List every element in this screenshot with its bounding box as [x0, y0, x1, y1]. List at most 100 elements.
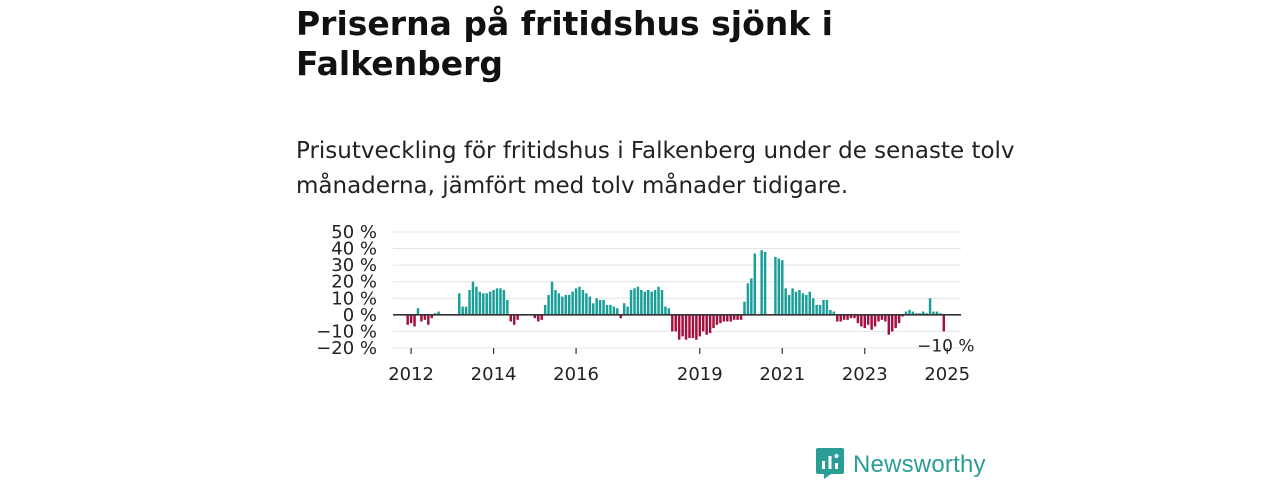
bar — [406, 314, 409, 325]
y-tick-label: 0 % — [343, 305, 377, 326]
bar — [653, 290, 657, 315]
bar — [554, 290, 557, 315]
bar — [506, 299, 509, 315]
bar — [636, 286, 640, 315]
bar — [722, 314, 726, 322]
bar — [811, 298, 815, 315]
bar — [540, 314, 543, 320]
bar — [849, 314, 853, 319]
bar — [760, 250, 763, 315]
bar — [908, 309, 911, 315]
bar — [609, 304, 612, 315]
y-tick-label: −10 % — [316, 321, 377, 342]
bar — [842, 314, 846, 320]
y-tick-label: 10 % — [331, 288, 377, 309]
bar — [836, 314, 839, 322]
bar — [650, 291, 653, 315]
bar — [701, 314, 705, 332]
bar — [891, 314, 894, 332]
y-tick-label: 30 % — [331, 255, 377, 276]
x-tick-label: 2021 — [759, 364, 805, 385]
bar — [942, 314, 946, 332]
y-tick-label: 20 % — [331, 272, 377, 293]
bar — [708, 314, 712, 334]
bar — [853, 314, 856, 319]
bar — [612, 306, 616, 315]
bar — [619, 314, 622, 319]
bar — [578, 286, 581, 315]
bar — [516, 314, 519, 320]
bar — [715, 314, 719, 325]
bar — [533, 314, 537, 319]
bar — [808, 291, 811, 315]
bar — [495, 288, 499, 315]
bar — [729, 314, 732, 322]
newsworthy-logo-icon — [815, 446, 845, 484]
bar — [574, 288, 578, 315]
bar — [622, 303, 626, 315]
bar — [726, 314, 729, 322]
bar — [430, 314, 433, 319]
bar — [794, 291, 798, 315]
bar — [488, 291, 492, 315]
y-tick-label: 50 % — [331, 222, 377, 243]
bar — [482, 293, 485, 315]
bar — [509, 314, 513, 322]
x-tick-label: 2014 — [471, 364, 517, 385]
bar — [787, 294, 791, 315]
bar — [502, 290, 506, 315]
bar — [409, 314, 413, 324]
bar — [856, 314, 860, 324]
bar — [932, 311, 935, 315]
bar — [705, 314, 708, 335]
bar — [423, 314, 427, 320]
bar — [815, 304, 818, 315]
chart-subtitle: Prisutveckling för fritidshus i Falkenbe… — [296, 138, 1015, 199]
bar — [475, 286, 478, 315]
x-tick-label: 2023 — [842, 364, 888, 385]
bar — [915, 313, 918, 315]
bar — [416, 308, 420, 315]
bar — [557, 293, 561, 315]
bar — [629, 290, 633, 315]
bar — [798, 290, 801, 315]
bar — [427, 314, 430, 325]
bar — [457, 293, 461, 315]
y-tick-label: 40 % — [331, 239, 377, 260]
bar — [485, 293, 488, 315]
bar — [547, 294, 550, 315]
bar — [921, 311, 925, 315]
bar — [901, 314, 904, 317]
last-value-label: −10 % — [917, 336, 974, 356]
bar — [887, 314, 891, 335]
bar — [739, 314, 743, 320]
bar — [719, 314, 722, 324]
bar — [774, 256, 777, 315]
bar — [750, 278, 753, 315]
bar — [512, 314, 516, 325]
y-axis-ticks: 50 %40 %30 %20 %10 %0 %−10 %−20 % — [316, 222, 377, 359]
bar — [784, 288, 787, 315]
bar — [918, 313, 921, 315]
bar — [681, 314, 684, 337]
bar — [743, 301, 746, 315]
bar — [543, 304, 547, 315]
bar — [633, 288, 636, 315]
bar — [657, 286, 660, 315]
newsworthy-brand: Newsworthy — [815, 446, 986, 484]
bar — [437, 311, 440, 315]
bar — [667, 308, 671, 315]
bar — [640, 290, 643, 315]
bar — [471, 281, 475, 315]
bar — [777, 258, 781, 315]
bar — [880, 314, 884, 320]
bar — [935, 311, 939, 315]
bar — [688, 314, 691, 339]
bar — [846, 314, 849, 320]
bar — [818, 304, 822, 315]
bar — [825, 299, 829, 315]
x-tick-label: 2016 — [553, 364, 599, 385]
bar — [695, 314, 698, 340]
bar — [564, 294, 567, 315]
